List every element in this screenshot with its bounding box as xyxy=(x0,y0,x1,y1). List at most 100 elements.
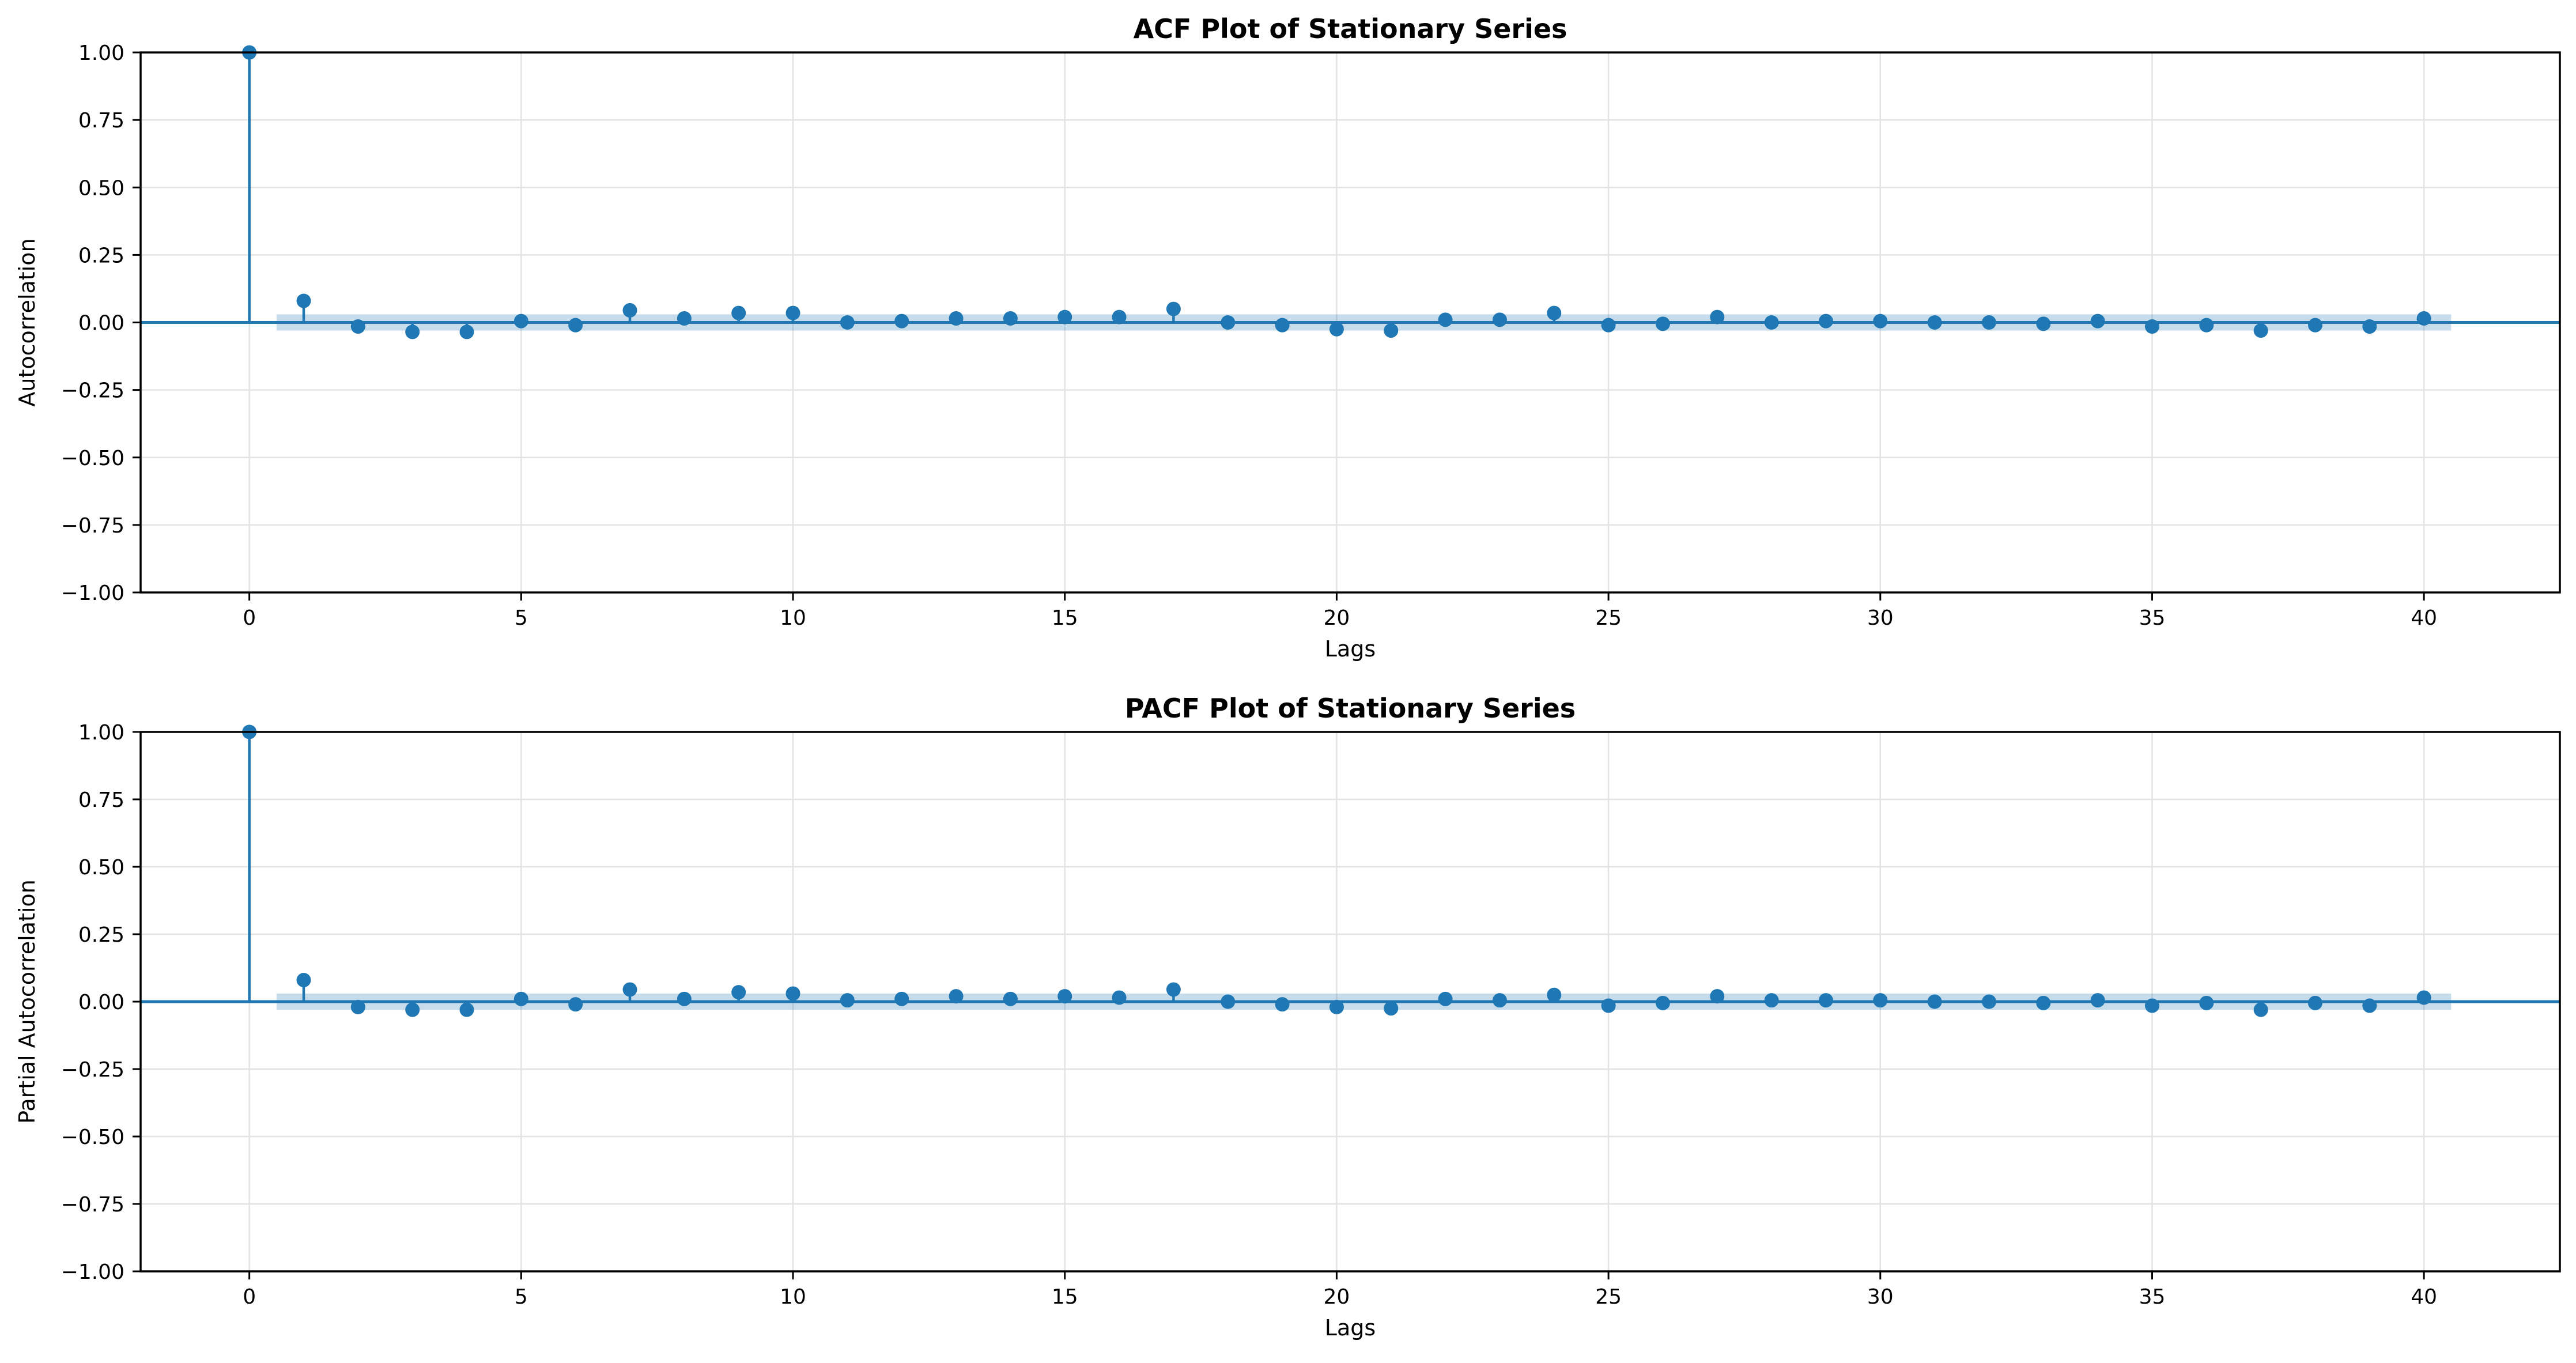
stem-marker xyxy=(1601,998,1616,1013)
y-tick-label: 0.50 xyxy=(78,856,124,879)
stem-marker xyxy=(2416,311,2431,326)
chart-title: ACF Plot of Stationary Series xyxy=(1134,13,1567,44)
stem-marker xyxy=(350,999,365,1014)
x-tick-label: 20 xyxy=(1324,606,1350,630)
stem-marker xyxy=(622,982,637,997)
x-tick-label: 30 xyxy=(1867,1285,1894,1309)
x-tick-label: 0 xyxy=(243,606,256,630)
x-tick-label: 40 xyxy=(2411,1285,2437,1309)
stem-marker xyxy=(1927,994,1942,1009)
stem-marker xyxy=(1547,987,1562,1002)
stem-marker xyxy=(1764,315,1779,330)
stem-marker xyxy=(2090,314,2105,329)
y-tick-label: 0.50 xyxy=(78,176,124,200)
stem-marker xyxy=(296,293,311,308)
stem-marker xyxy=(296,973,311,988)
x-tick-label: 25 xyxy=(1595,1285,1622,1309)
y-tick-label: 1.00 xyxy=(78,41,124,65)
stem-marker xyxy=(1221,315,1236,330)
pacf-panel: 0 5 10 15 20 25 30 35 40 1.00 0.75 0.50 0.25 0.00 −0.2… xyxy=(14,693,2561,1341)
stem-marker xyxy=(949,989,964,1004)
stem-marker xyxy=(840,315,855,330)
stem-marker xyxy=(677,311,692,326)
stem-marker xyxy=(2199,318,2214,333)
y-axis-label: Autocorrelation xyxy=(14,238,40,406)
stem-marker xyxy=(1384,323,1399,338)
stem-marker xyxy=(1057,989,1072,1004)
x-tick-label: 25 xyxy=(1595,606,1622,630)
stem-marker xyxy=(1492,993,1507,1008)
y-tick-label: 0.00 xyxy=(78,991,124,1014)
x-tick-label: 10 xyxy=(780,606,806,630)
stem-marker xyxy=(2253,1002,2268,1017)
y-tick-label: 0.25 xyxy=(78,923,124,947)
chart-title: PACF Plot of Stationary Series xyxy=(1125,693,1576,724)
stem-marker xyxy=(1873,314,1888,329)
stem-marker xyxy=(1329,322,1344,337)
stem-marker xyxy=(677,991,692,1006)
x-tick-label: 10 xyxy=(780,1285,806,1309)
stem-marker xyxy=(2362,998,2377,1013)
y-axis-label: Partial Autocorrelation xyxy=(14,879,40,1124)
stem-marker xyxy=(2307,995,2322,1010)
stem-marker xyxy=(840,993,855,1008)
stem-marker xyxy=(2144,998,2159,1013)
stem-marker xyxy=(459,1002,474,1017)
stem-marker xyxy=(949,311,964,326)
stem-marker xyxy=(894,314,909,329)
stem-marker xyxy=(2036,995,2051,1010)
stem-marker xyxy=(894,991,909,1006)
stem-marker xyxy=(1275,997,1290,1012)
y-tick-label: −0.25 xyxy=(61,1058,124,1082)
stem-marker xyxy=(1981,315,1996,330)
stem-marker xyxy=(568,997,583,1012)
y-tick-label: −1.00 xyxy=(61,582,124,605)
stem-marker xyxy=(1927,315,1942,330)
stem-marker xyxy=(731,985,746,1000)
stem-marker xyxy=(1275,318,1290,333)
stem-marker xyxy=(1710,309,1725,324)
x-tick-label: 5 xyxy=(515,1285,528,1309)
x-tick-label: 35 xyxy=(2139,1285,2166,1309)
stem-marker xyxy=(1764,993,1779,1008)
stem-marker xyxy=(2036,316,2051,331)
x-tick-label: 40 xyxy=(2411,606,2437,630)
stem-marker xyxy=(731,305,746,320)
stem-marker xyxy=(785,305,800,320)
stem-marker xyxy=(1003,311,1018,326)
stem-marker xyxy=(513,991,528,1006)
y-tick-label: −0.25 xyxy=(61,379,124,403)
stem-marker xyxy=(405,1002,420,1017)
stem-marker xyxy=(1818,993,1833,1008)
stem-marker xyxy=(1329,999,1344,1014)
stem-marker xyxy=(1438,991,1453,1006)
stem-marker xyxy=(2416,990,2431,1005)
stem-marker xyxy=(1547,305,1562,320)
stem-marker xyxy=(1655,995,1670,1010)
x-tick-label: 0 xyxy=(243,1285,256,1309)
stem-marker xyxy=(1438,312,1453,327)
stem-marker xyxy=(1384,1001,1399,1016)
x-axis-label: Lags xyxy=(1325,636,1376,662)
y-tick-label: −0.50 xyxy=(61,1126,124,1149)
stem-marker xyxy=(1166,982,1181,997)
stem-marker xyxy=(1057,309,1072,324)
stem-marker xyxy=(1601,318,1616,333)
stem-marker xyxy=(2090,993,2105,1008)
stem-marker xyxy=(2199,995,2214,1010)
y-tick-label: 0.75 xyxy=(78,788,124,812)
y-tick-label: −0.75 xyxy=(61,1193,124,1217)
acf-panel: 0 5 10 15 20 25 30 35 40 1.00 0.75 0.50 0.25 0.00 −0.2… xyxy=(14,13,2561,662)
stem-marker xyxy=(1873,993,1888,1008)
stem-marker xyxy=(2362,319,2377,334)
stem-marker xyxy=(1655,316,1670,331)
x-tick-label: 30 xyxy=(1867,606,1894,630)
stem-marker xyxy=(1112,990,1127,1005)
stem-marker xyxy=(1166,301,1181,316)
stem-marker xyxy=(2307,318,2322,333)
y-tick-label: −0.75 xyxy=(61,514,124,538)
x-tick-label: 15 xyxy=(1052,1285,1078,1309)
y-tick-label: 1.00 xyxy=(78,721,124,745)
y-tick-label: −0.50 xyxy=(61,447,124,470)
